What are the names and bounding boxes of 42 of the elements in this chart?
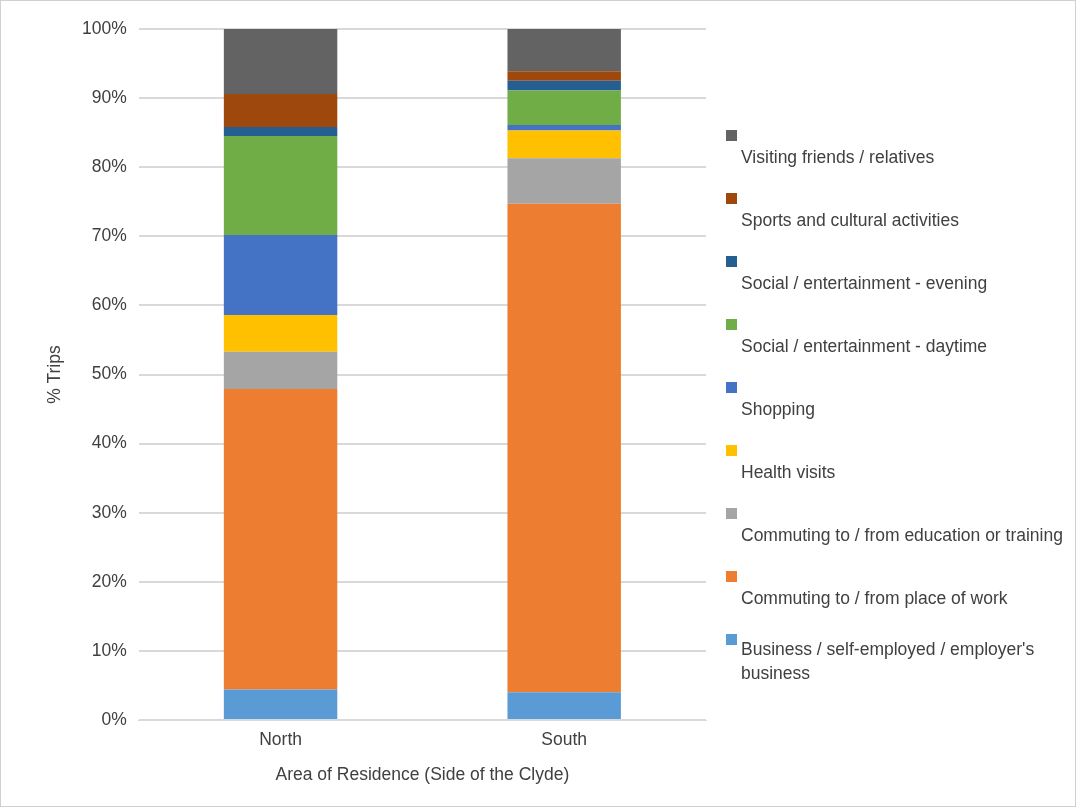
bar xyxy=(507,71,621,81)
legend-label: Commuting to / from education or training xyxy=(741,523,1063,547)
bar xyxy=(507,80,621,91)
x-axis-title: Area of Residence (Side of the Clyde) xyxy=(275,764,570,785)
y-tick-label: 100% xyxy=(81,17,127,38)
y-tick-label: 40% xyxy=(91,432,127,453)
y-tick-label: 0% xyxy=(101,708,127,729)
y-tick-label: 50% xyxy=(91,363,127,384)
bar xyxy=(507,29,621,72)
bar xyxy=(223,389,338,690)
bar xyxy=(223,127,338,137)
bar xyxy=(223,29,338,94)
legend-label: Business / self-employed / employer's business xyxy=(741,637,1036,685)
bar xyxy=(223,93,338,128)
y-tick-label: 60% xyxy=(91,294,127,315)
legend-label: Visiting friends / relatives xyxy=(741,145,935,169)
y-tick-label: 10% xyxy=(91,639,127,660)
y-tick-label: 70% xyxy=(91,225,127,246)
y-tick-label: 30% xyxy=(91,501,127,522)
bar xyxy=(507,90,621,126)
bar xyxy=(507,692,621,719)
bar xyxy=(507,203,621,693)
x-tick-label: North xyxy=(259,729,302,750)
bar xyxy=(507,125,621,131)
legend-label: Sports and cultural activities xyxy=(741,208,959,232)
y-axis-title: % Trips xyxy=(44,345,65,404)
legend-label: Commuting to / from place of work xyxy=(741,586,1008,610)
y-tick-label: 20% xyxy=(91,570,127,591)
bar xyxy=(223,136,338,235)
legend-label: Social / entertainment - daytime xyxy=(741,334,988,358)
y-tick-label: 80% xyxy=(91,156,127,177)
bar xyxy=(223,351,338,390)
x-tick-label: South xyxy=(541,729,588,750)
bar xyxy=(507,158,621,204)
bar xyxy=(223,315,338,352)
y-tick-label: 90% xyxy=(91,86,127,107)
bar xyxy=(223,234,338,316)
legend-label: Social / entertainment - evening xyxy=(741,271,988,295)
bar xyxy=(223,689,338,719)
legend-label: Health visits xyxy=(741,460,836,484)
bar xyxy=(507,130,621,159)
legend-label: Shopping xyxy=(741,397,815,421)
